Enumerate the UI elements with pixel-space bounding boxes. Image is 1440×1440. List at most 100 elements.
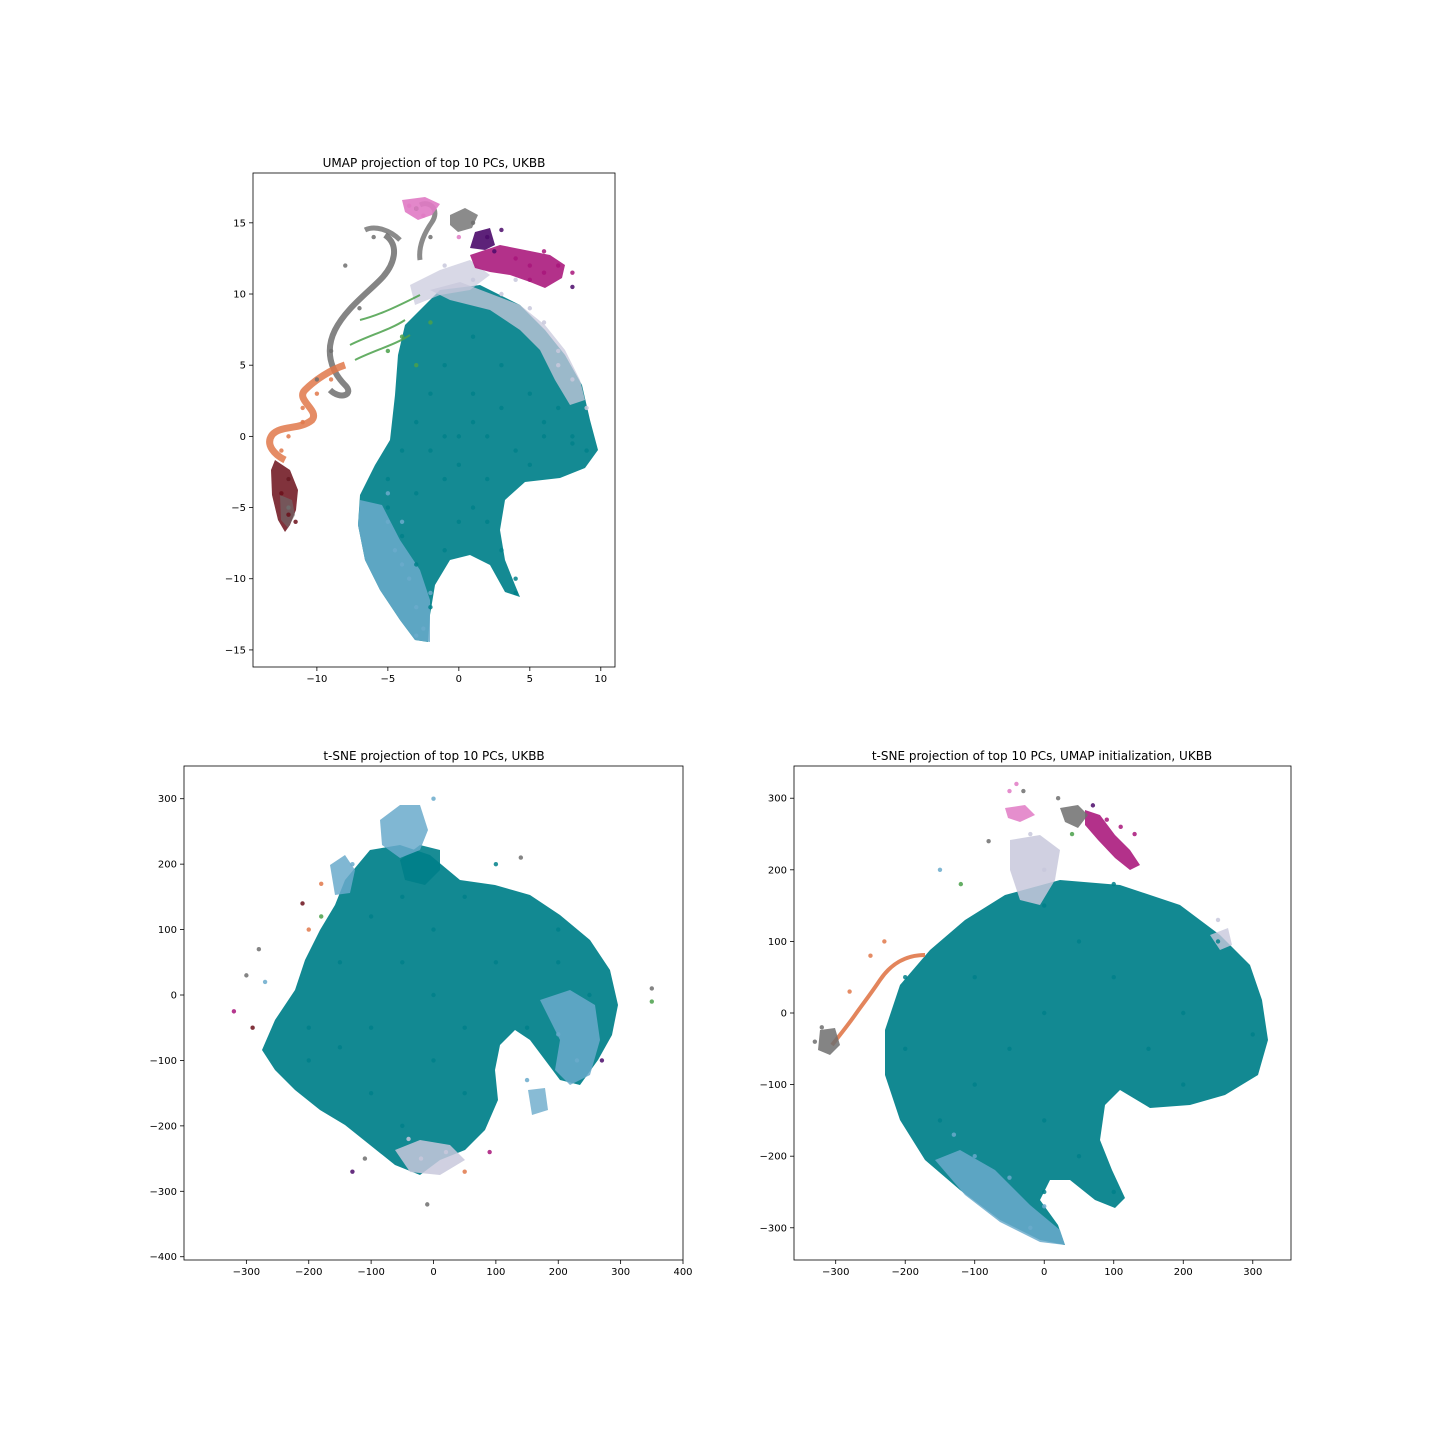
- scatter-point: [513, 448, 518, 453]
- tsne2-pink-top: [1005, 805, 1035, 822]
- scatter-point: [399, 533, 405, 539]
- scatter-point: [300, 405, 305, 411]
- scatter-point: [1042, 1204, 1047, 1209]
- tsne2-lavender-top: [1010, 835, 1060, 905]
- tsne-lightblue-right: [540, 990, 600, 1085]
- umap-gray-strand: [326, 232, 397, 399]
- y-tick-label: 0: [781, 1009, 787, 1020]
- scatter-point: [1076, 939, 1082, 944]
- scatter-point: [337, 960, 343, 965]
- y-tick-label: 0: [240, 432, 246, 443]
- tsne-umap-init-plot-area: [812, 781, 1268, 1245]
- umap-teal-mass: [358, 285, 598, 642]
- scatter-point: [1181, 1010, 1186, 1016]
- x-tick-label: −10: [306, 674, 327, 685]
- scatter-point: [456, 234, 462, 240]
- scatter-point: [493, 861, 499, 867]
- tsne-axes: −300 −200 −100 0 100 200 300 400 −400 −300 −200 −10…: [150, 794, 693, 1278]
- scatter-point: [1132, 831, 1137, 837]
- x-tick-label: −100: [357, 1267, 384, 1278]
- scatter-point: [385, 505, 391, 510]
- scatter-point: [584, 405, 589, 411]
- scatter-point: [470, 220, 476, 226]
- scatter-point: [599, 1058, 605, 1063]
- y-tick-label: −200: [760, 1152, 787, 1163]
- scatter-point: [556, 927, 561, 932]
- y-tick-label: −100: [150, 1056, 177, 1067]
- y-tick-label: −300: [150, 1187, 177, 1198]
- tsne-plot-area: [231, 796, 655, 1207]
- scatter-point: [300, 419, 305, 425]
- umap-green-strands: [349, 294, 421, 361]
- scatter-point: [442, 362, 447, 368]
- scatter-point: [414, 562, 419, 567]
- umap-panel: UMAP projection of top 10 PCs, UKBB −10−…: [225, 156, 616, 685]
- scatter-point: [1069, 831, 1075, 837]
- x-tick-label: −200: [891, 1267, 918, 1278]
- scatter-point: [443, 1149, 449, 1155]
- y-tick-label: −10: [225, 574, 246, 585]
- y-tick-label: 10: [233, 290, 246, 301]
- tsne-lightblue-top: [380, 805, 428, 858]
- scatter-point: [527, 277, 533, 282]
- scatter-point: [262, 979, 268, 985]
- scatter-point: [513, 277, 518, 282]
- scatter-point: [847, 989, 852, 994]
- scatter-point: [556, 405, 561, 411]
- scatter-point: [499, 291, 504, 297]
- x-tick-label: 400: [673, 1267, 692, 1278]
- scatter-point: [462, 1025, 467, 1030]
- x-tick-label: −5: [380, 674, 395, 685]
- scatter-point: [442, 548, 447, 553]
- umap-lightblue-tail: [358, 500, 430, 642]
- scatter-point: [499, 548, 504, 553]
- scatter-point: [556, 348, 561, 354]
- scatter-point: [570, 441, 575, 446]
- scatter-point: [1042, 903, 1047, 908]
- scatter-point: [300, 901, 305, 906]
- scatter-point: [556, 960, 561, 965]
- scatter-point: [951, 1132, 957, 1137]
- scatter-point: [570, 284, 575, 290]
- scatter-point: [319, 881, 324, 886]
- scatter-point: [903, 975, 908, 980]
- scatter-point: [470, 391, 476, 396]
- tsne2-gray-tail: [818, 1028, 840, 1055]
- scatter-point: [972, 1153, 977, 1159]
- scatter-point: [421, 213, 426, 218]
- scatter-point: [399, 448, 405, 453]
- tsne2-orange-strand: [830, 953, 926, 1047]
- scatter-point: [250, 1025, 255, 1030]
- scatter-point: [421, 626, 426, 631]
- y-tick-label: −100: [760, 1080, 787, 1091]
- scatter-point: [1007, 1175, 1012, 1180]
- scatter-point: [541, 270, 547, 275]
- scatter-point: [524, 1025, 530, 1030]
- scatter-point: [286, 512, 291, 517]
- scatter-point: [314, 377, 320, 382]
- scatter-point: [541, 419, 547, 425]
- scatter-point: [456, 519, 462, 524]
- y-tick-label: 5: [240, 361, 246, 372]
- scatter-point: [442, 476, 447, 482]
- y-tick-label: 300: [768, 794, 787, 805]
- tsne-teal-mass: [262, 845, 618, 1175]
- scatter-point: [256, 947, 262, 952]
- scatter-point: [328, 348, 334, 354]
- scatter-point: [937, 867, 943, 873]
- scatter-point: [343, 263, 348, 268]
- x-tick-label: 100: [486, 1267, 505, 1278]
- y-tick-label: 100: [158, 925, 177, 936]
- scatter-point: [513, 590, 518, 596]
- scatter-point: [428, 320, 433, 325]
- scatter-point: [812, 1039, 818, 1044]
- scatter-point: [337, 1045, 343, 1050]
- scatter-point: [1181, 1082, 1186, 1087]
- tsne-scatter-points: [231, 796, 655, 1207]
- umap-lavender-edge: [430, 282, 585, 405]
- scatter-point: [314, 391, 320, 396]
- scatter-point: [1007, 788, 1012, 794]
- scatter-point: [428, 448, 433, 453]
- tsne-lavender-bottom: [395, 1140, 465, 1175]
- scatter-point: [428, 605, 433, 610]
